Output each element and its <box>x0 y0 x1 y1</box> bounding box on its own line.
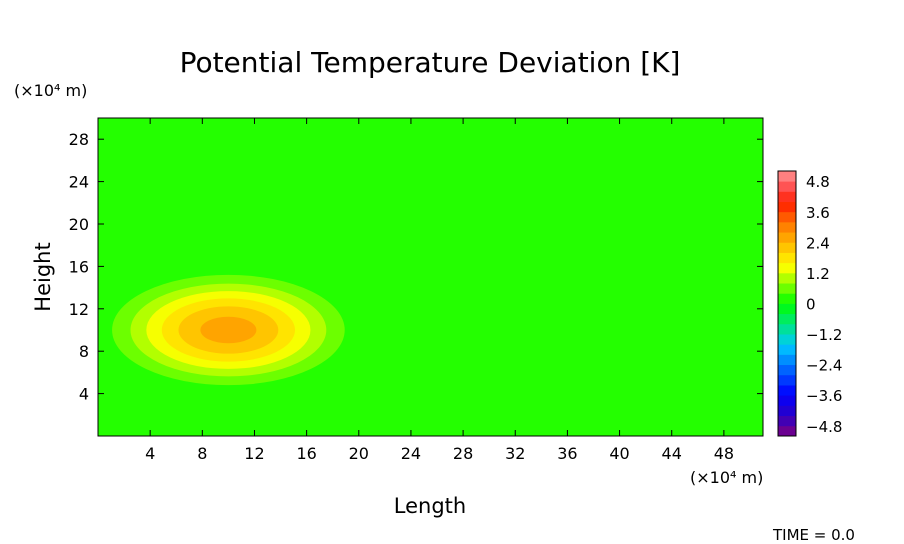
colorbar-segment <box>778 221 796 233</box>
x-tick-label: 48 <box>714 444 734 463</box>
chart-title: Potential Temperature Deviation [K] <box>180 46 681 79</box>
colorbar-tick-label: 1.2 <box>806 265 830 283</box>
y-tick-label: 24 <box>69 173 89 192</box>
colorbar-segment <box>778 374 796 386</box>
colorbar-segment <box>778 283 796 294</box>
x-tick-label: 24 <box>401 444 421 463</box>
colorbar-tick-label: −1.2 <box>806 326 842 344</box>
y-axis-label: Height <box>31 242 55 311</box>
x-tick-label: 12 <box>244 444 264 463</box>
colorbar-segment <box>778 242 796 253</box>
x-tick-label: 40 <box>609 444 629 463</box>
plot-frame <box>97 117 764 437</box>
colorbar-segment <box>778 272 796 284</box>
x-unit-label: (×10⁴ m) <box>690 468 763 487</box>
x-tick-label: 44 <box>662 444 682 463</box>
colorbar-segment <box>778 303 796 315</box>
colorbar-segment <box>778 354 796 366</box>
colorbar-tick-label: 4.8 <box>806 173 830 191</box>
x-tick-label: 32 <box>505 444 525 463</box>
x-axis-label: Length <box>394 494 466 518</box>
colorbar-tick-label: 2.4 <box>806 234 830 252</box>
colorbar-segment <box>778 232 796 243</box>
colorbar-segment <box>778 211 796 223</box>
x-axis-ticks: 4 8 12 16 20 24 28 32 36 40 44 48 <box>145 118 734 463</box>
colorbar-segment <box>778 293 796 304</box>
y-tick-label: 28 <box>69 130 89 149</box>
y-tick-label: 12 <box>69 300 89 319</box>
y-tick-label: 20 <box>69 215 89 234</box>
x-tick-label: 4 <box>145 444 155 463</box>
colorbar-segment <box>778 262 796 274</box>
x-tick-label: 16 <box>296 444 316 463</box>
colorbar-segment <box>778 252 796 264</box>
colorbar-segment <box>778 201 796 213</box>
colorbar-tick-label: −3.6 <box>806 387 842 405</box>
colorbar-segment <box>778 385 796 396</box>
time-label: TIME = 0.0 <box>772 526 855 544</box>
colorbar-segment <box>778 405 796 417</box>
colorbar-segment <box>778 395 796 406</box>
bubble-contours <box>112 274 345 386</box>
colorbar-segment <box>778 323 796 335</box>
x-tick-label: 8 <box>197 444 207 463</box>
y-unit-label: (×10⁴ m) <box>14 81 87 100</box>
colorbar-segment <box>778 181 796 192</box>
colorbar-segment <box>778 344 796 355</box>
x-tick-label: 28 <box>453 444 473 463</box>
x-tick-label: 20 <box>349 444 369 463</box>
colorbar-segment <box>778 313 796 325</box>
colorbar-tick-label: −4.8 <box>806 418 842 436</box>
plot-area <box>97 117 764 437</box>
contour-band <box>200 316 257 344</box>
colorbar-tick-label: 3.6 <box>806 204 830 222</box>
colorbar: 4.8 3.6 2.4 1.2 0 −1.2 −2.4 −3.6 −4.8 <box>777 170 842 437</box>
colorbar-tick-label: −2.4 <box>806 357 842 375</box>
colorbar-segment <box>778 425 796 437</box>
colorbar-tick-label: 0 <box>806 296 816 314</box>
colorbar-frame <box>777 170 797 437</box>
y-tick-label: 8 <box>79 342 89 361</box>
y-tick-label: 16 <box>69 257 89 276</box>
colorbar-segment <box>778 364 796 376</box>
colorbar-segment <box>778 171 796 182</box>
colorbar-segment <box>778 334 796 345</box>
x-tick-label: 36 <box>557 444 577 463</box>
y-axis-ticks: 4 8 12 16 20 24 28 <box>69 130 763 404</box>
y-tick-label: 4 <box>79 385 89 404</box>
colorbar-segment <box>778 191 796 202</box>
colorbar-segment <box>778 415 796 427</box>
